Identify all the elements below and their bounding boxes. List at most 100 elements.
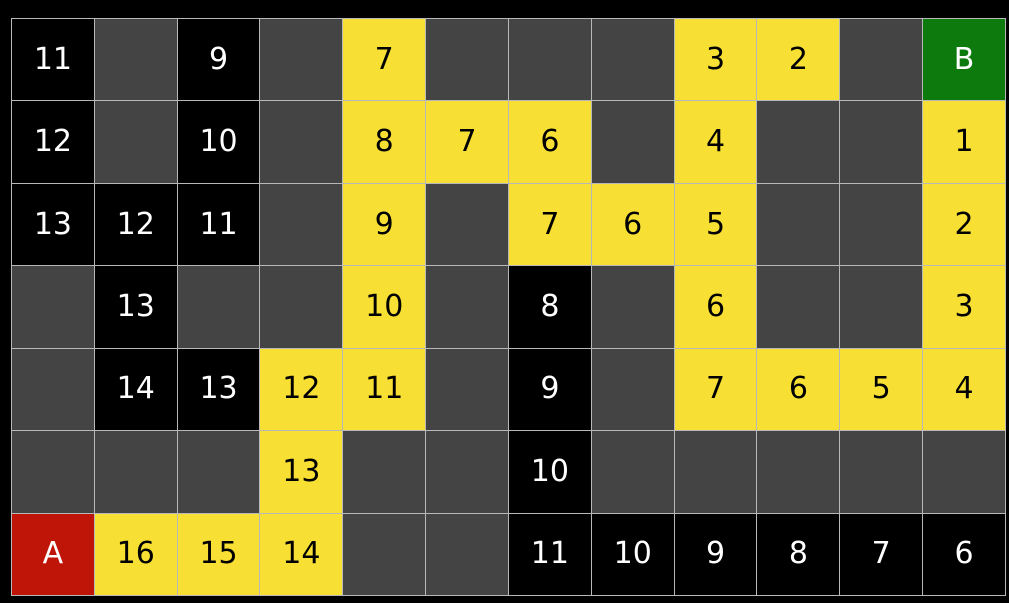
cell-label: 3 xyxy=(705,41,726,77)
path-cell[interactable]: 1 xyxy=(922,100,1006,184)
empty-cell[interactable] xyxy=(756,265,841,349)
path-cell[interactable]: 7 xyxy=(507,182,592,267)
empty-cell[interactable] xyxy=(839,430,924,514)
empty-cell[interactable] xyxy=(11,347,95,432)
visited-cell[interactable]: 10 xyxy=(590,512,675,596)
visited-cell[interactable]: 13 xyxy=(176,347,261,432)
empty-cell[interactable] xyxy=(176,430,261,514)
empty-cell[interactable] xyxy=(839,17,924,102)
empty-cell[interactable] xyxy=(176,265,261,349)
visited-cell[interactable]: 11 xyxy=(11,17,95,102)
path-cell[interactable]: 3 xyxy=(673,17,758,102)
cell-label: 5 xyxy=(705,206,726,242)
empty-cell[interactable] xyxy=(425,17,509,102)
visited-cell[interactable]: 8 xyxy=(756,512,841,596)
visited-cell[interactable]: 12 xyxy=(93,182,178,267)
path-cell[interactable]: 6 xyxy=(673,265,758,349)
start-cell-a[interactable]: A xyxy=(11,512,95,596)
visited-cell[interactable]: 11 xyxy=(176,182,261,267)
cell-label: 8 xyxy=(788,536,808,572)
empty-cell[interactable] xyxy=(425,182,509,267)
empty-cell[interactable] xyxy=(11,430,95,514)
empty-cell[interactable] xyxy=(673,430,758,514)
empty-cell[interactable] xyxy=(756,100,841,184)
path-cell[interactable]: 7 xyxy=(673,347,758,432)
grid-row: 13 10 8 6 3 xyxy=(11,265,1006,349)
empty-cell[interactable] xyxy=(93,100,178,184)
visited-cell[interactable]: 7 xyxy=(839,512,924,596)
path-cell[interactable]: 4 xyxy=(673,100,758,184)
path-cell[interactable]: 9 xyxy=(342,182,427,267)
path-cell[interactable]: 2 xyxy=(922,182,1006,267)
path-cell[interactable]: 2 xyxy=(756,17,841,102)
visited-cell[interactable]: 13 xyxy=(11,182,95,267)
empty-cell[interactable] xyxy=(259,100,344,184)
path-cell[interactable]: 12 xyxy=(259,347,344,432)
visited-cell[interactable]: 14 xyxy=(93,347,178,432)
visited-cell[interactable]: 6 xyxy=(922,512,1006,596)
empty-cell[interactable] xyxy=(590,17,675,102)
path-cell[interactable]: 6 xyxy=(756,347,841,432)
empty-cell[interactable] xyxy=(922,430,1006,514)
visited-cell[interactable]: 9 xyxy=(673,512,758,596)
visited-cell[interactable]: 9 xyxy=(507,347,592,432)
empty-cell[interactable] xyxy=(425,430,509,514)
path-cell[interactable]: 5 xyxy=(673,182,758,267)
empty-cell[interactable] xyxy=(425,347,509,432)
visited-cell[interactable]: 12 xyxy=(11,100,95,184)
cell-label: 12 xyxy=(116,206,155,242)
empty-cell[interactable] xyxy=(259,265,344,349)
empty-cell[interactable] xyxy=(839,100,924,184)
path-cell[interactable]: 16 xyxy=(93,512,178,596)
cell-label: 3 xyxy=(954,288,974,324)
path-cell[interactable]: 7 xyxy=(342,17,427,102)
empty-cell[interactable] xyxy=(11,265,95,349)
cell-label: 8 xyxy=(374,124,394,160)
empty-cell[interactable] xyxy=(756,430,841,514)
empty-cell[interactable] xyxy=(425,265,509,349)
path-cell[interactable]: 8 xyxy=(342,100,427,184)
visited-cell[interactable]: 10 xyxy=(507,430,592,514)
empty-cell[interactable] xyxy=(93,430,178,514)
cell-label: A xyxy=(42,536,64,572)
cell-label: 7 xyxy=(540,206,560,242)
cell-label: 10 xyxy=(613,536,652,572)
empty-cell[interactable] xyxy=(93,17,178,102)
path-cell[interactable]: 7 xyxy=(425,100,509,184)
path-cell[interactable]: 15 xyxy=(176,512,261,596)
grid-table: 11 9 7 3 2 B 12 10 8 7 6 4 1 13 12 11 9 7 6 5 2 13 10 8 6 3 14 13 12… xyxy=(11,17,1006,596)
empty-cell[interactable] xyxy=(839,265,924,349)
cell-label: 10 xyxy=(199,124,238,160)
path-cell[interactable]: 3 xyxy=(922,265,1006,349)
empty-cell[interactable] xyxy=(590,430,675,514)
path-cell[interactable]: 14 xyxy=(259,512,344,596)
empty-cell[interactable] xyxy=(590,347,675,432)
visited-cell[interactable]: 10 xyxy=(176,100,261,184)
visited-cell[interactable]: 8 xyxy=(507,265,592,349)
cell-label: 2 xyxy=(954,206,974,242)
path-cell[interactable]: 6 xyxy=(507,100,592,184)
visited-cell[interactable]: 13 xyxy=(93,265,178,349)
empty-cell[interactable] xyxy=(590,100,675,184)
path-cell[interactable]: 5 xyxy=(839,347,924,432)
empty-cell[interactable] xyxy=(507,17,592,102)
empty-cell[interactable] xyxy=(259,182,344,267)
cell-label: 14 xyxy=(282,536,321,572)
cell-label: 6 xyxy=(954,536,974,572)
empty-cell[interactable] xyxy=(756,182,841,267)
empty-cell[interactable] xyxy=(839,182,924,267)
visited-cell[interactable]: 9 xyxy=(176,17,261,102)
visited-cell[interactable]: 11 xyxy=(507,512,592,596)
cell-label: 7 xyxy=(457,124,477,160)
path-cell[interactable]: 11 xyxy=(342,347,427,432)
empty-cell[interactable] xyxy=(259,17,344,102)
empty-cell[interactable] xyxy=(342,430,427,514)
empty-cell[interactable] xyxy=(590,265,675,349)
empty-cell[interactable] xyxy=(425,512,509,596)
path-cell[interactable]: 4 xyxy=(922,347,1006,432)
path-cell[interactable]: 6 xyxy=(590,182,675,267)
path-cell[interactable]: 10 xyxy=(342,265,427,349)
goal-cell-b[interactable]: B xyxy=(922,17,1006,102)
path-cell[interactable]: 13 xyxy=(259,430,344,514)
empty-cell[interactable] xyxy=(342,512,427,596)
